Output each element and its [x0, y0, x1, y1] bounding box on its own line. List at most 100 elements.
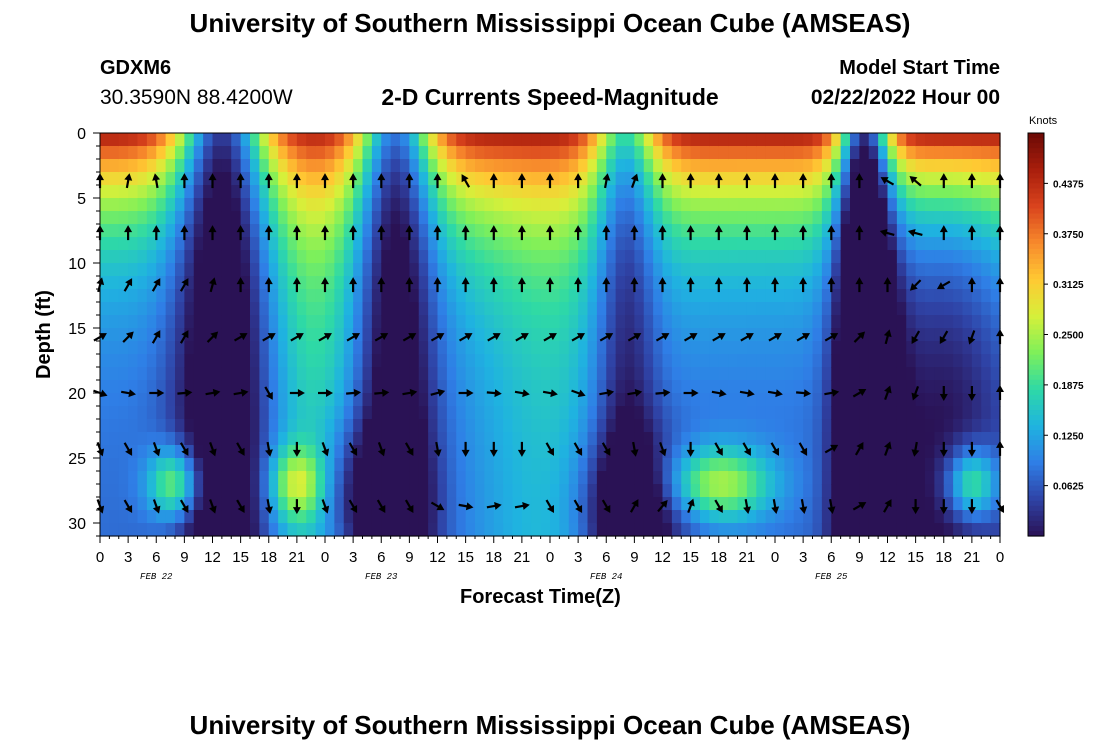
heatmap-cell — [231, 276, 242, 290]
heatmap-cell — [587, 341, 598, 355]
current-vector-arrow — [458, 333, 473, 342]
heatmap-cell — [296, 445, 307, 459]
heatmap-cell — [606, 510, 617, 524]
heatmap-cell — [971, 484, 982, 498]
heatmap-cell — [221, 523, 232, 537]
heatmap-cell — [784, 146, 795, 160]
heatmap-cell — [503, 497, 514, 511]
heatmap-cell — [653, 458, 664, 472]
heatmap-cell — [540, 458, 551, 472]
current-vector-arrow — [599, 333, 614, 342]
heatmap-cell — [878, 263, 889, 277]
heatmap-cell — [700, 419, 710, 433]
current-vector-arrow — [486, 389, 502, 398]
heatmap-cell — [465, 523, 476, 537]
heatmap-cell — [193, 432, 204, 446]
colorbar-segment — [1028, 274, 1044, 280]
heatmap-cell — [118, 276, 129, 290]
heatmap-cell — [100, 393, 110, 407]
y-tick-label: 20 — [68, 386, 86, 403]
heatmap-cell — [971, 250, 982, 264]
heatmap-cell — [803, 263, 814, 277]
heatmap-cell — [465, 302, 476, 316]
heatmap-cell — [915, 211, 926, 225]
heatmap-cell — [859, 445, 870, 459]
heatmap-cell — [521, 224, 532, 238]
heatmap-cell — [446, 302, 457, 316]
heatmap-cell — [540, 510, 551, 524]
heatmap-cell — [990, 224, 1001, 238]
heatmap-cell — [850, 458, 860, 472]
heatmap-cell — [128, 302, 139, 316]
heatmap-cell — [353, 406, 364, 420]
heatmap-cell — [428, 133, 439, 147]
heatmap-cell — [793, 211, 804, 225]
heatmap-cell — [250, 458, 260, 472]
colorbar-segment — [1028, 420, 1044, 426]
heatmap-cell — [671, 471, 682, 485]
heatmap-cell — [371, 354, 382, 368]
heatmap-cell — [521, 146, 532, 160]
heatmap-cell — [512, 406, 523, 420]
heatmap-cell — [175, 510, 185, 524]
heatmap-cell — [165, 328, 176, 342]
heatmap-cell — [559, 406, 570, 420]
heatmap-cell — [428, 458, 439, 472]
heatmap-cell — [578, 406, 589, 420]
heatmap-cell — [343, 185, 354, 199]
heatmap-cell — [146, 497, 157, 511]
heatmap-cell — [756, 445, 767, 459]
heatmap-cell — [428, 198, 439, 212]
heatmap-cell — [371, 263, 382, 277]
heatmap-cell — [400, 419, 410, 433]
current-vector-arrow — [967, 225, 976, 241]
heatmap-cell — [728, 354, 739, 368]
heatmap-cell — [634, 341, 645, 355]
heatmap-cell — [925, 185, 935, 199]
heatmap-cell — [146, 328, 157, 342]
heatmap-cell — [371, 211, 382, 225]
heatmap-cell — [784, 198, 795, 212]
heatmap-cell — [118, 510, 129, 524]
heatmap-cell — [671, 406, 682, 420]
current-vector-arrow — [630, 441, 639, 457]
heatmap-cell — [175, 380, 185, 394]
heatmap-cell — [400, 328, 410, 342]
heatmap-cell — [306, 185, 317, 199]
heatmap-cell — [381, 250, 392, 264]
heatmap-cell — [512, 133, 523, 147]
heatmap-cell — [746, 172, 757, 186]
heatmap-cell — [446, 224, 457, 238]
heatmap-cell — [221, 302, 232, 316]
heatmap-cell — [325, 445, 335, 459]
heatmap-cell — [418, 237, 429, 251]
heatmap-cell — [934, 276, 945, 290]
heatmap-cell — [606, 185, 617, 199]
heatmap-cell — [259, 393, 270, 407]
heatmap-cell — [550, 406, 560, 420]
heatmap-cell — [287, 276, 298, 290]
heatmap-cell — [540, 198, 551, 212]
heatmap-cell — [896, 289, 907, 303]
heatmap-cell — [390, 393, 401, 407]
heatmap-cell — [353, 484, 364, 498]
heatmap-cell — [737, 497, 748, 511]
heatmap-cell — [953, 198, 964, 212]
heatmap-cell — [784, 497, 795, 511]
current-vector-arrow — [629, 499, 639, 513]
current-vector-arrow — [740, 333, 754, 342]
heatmap-cell — [259, 419, 270, 433]
heatmap-cell — [803, 302, 814, 316]
heatmap-cell — [306, 406, 317, 420]
heatmap-cell — [803, 172, 814, 186]
heatmap-cell — [568, 380, 579, 394]
heatmap-cell — [943, 484, 954, 498]
heatmap-cell — [615, 341, 626, 355]
heatmap-cell — [287, 237, 298, 251]
heatmap-cell — [662, 497, 673, 511]
heatmap-cell — [456, 263, 467, 277]
heatmap-cell — [381, 172, 392, 186]
heatmap-cell — [596, 198, 607, 212]
colorbar-tick-label: 0.3750 — [1053, 230, 1084, 241]
heatmap-cell — [915, 432, 926, 446]
